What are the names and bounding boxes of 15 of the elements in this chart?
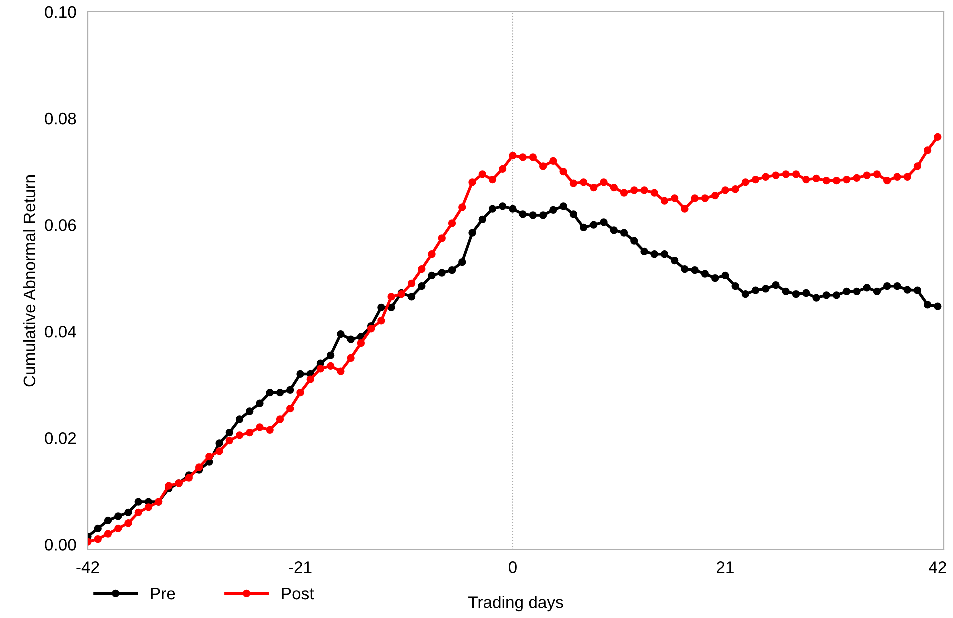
y-tick-label: 0.02 [45, 432, 76, 444]
x-axis-title: Trading days [468, 596, 564, 612]
x-tick-label: -42 [76, 562, 100, 574]
legend-label: Pre [151, 588, 176, 600]
x-tick-label: 21 [717, 562, 734, 574]
y-tick-label: 0.00 [45, 539, 76, 551]
y-tick-label: 0.08 [45, 112, 76, 125]
y-tick-label: 0.04 [45, 326, 76, 338]
y-axis-title: Cumulative Abnormal Return [23, 176, 36, 387]
y-tick-label: 0.06 [45, 219, 76, 232]
y-tick-label: 0.10 [45, 6, 76, 18]
x-tick-label: -21 [289, 562, 312, 574]
x-tick-label: 42 [929, 562, 946, 574]
legend-label: Post [282, 588, 314, 600]
x-tick-label: 0 [508, 562, 517, 574]
